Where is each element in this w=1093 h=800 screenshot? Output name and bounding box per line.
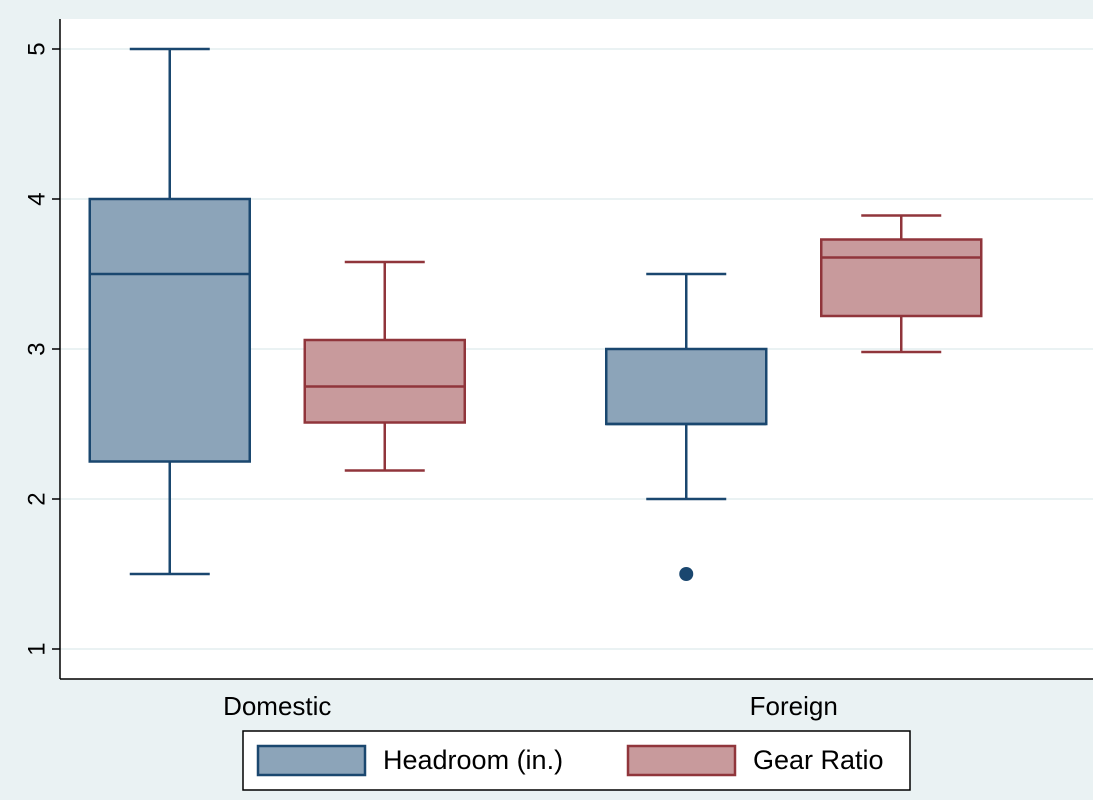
x-tick-label: Foreign xyxy=(750,691,838,721)
x-tick-label: Domestic xyxy=(223,691,331,721)
y-tick-label: 5 xyxy=(23,42,50,55)
box xyxy=(303,338,466,424)
box xyxy=(605,347,768,426)
box xyxy=(88,197,251,463)
y-tick-label: 3 xyxy=(23,342,50,355)
legend-key xyxy=(256,744,367,777)
legend-label: Gear Ratio xyxy=(753,745,884,775)
y-tick-label: 4 xyxy=(23,192,50,205)
y-tick-label: 1 xyxy=(23,642,50,655)
legend-key xyxy=(626,744,737,777)
outlier xyxy=(679,567,694,581)
box xyxy=(820,238,983,318)
y-tick-label: 2 xyxy=(23,492,50,505)
legend-label: Headroom (in.) xyxy=(383,745,563,775)
